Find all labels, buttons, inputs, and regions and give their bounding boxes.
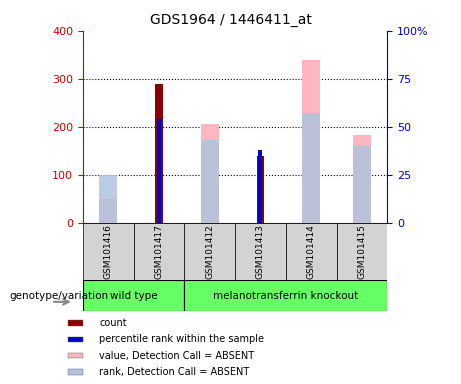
Text: GSM101416: GSM101416 bbox=[104, 224, 113, 279]
Bar bbox=[286, 223, 337, 280]
Bar bbox=[134, 223, 184, 280]
Text: GDS1964 / 1446411_at: GDS1964 / 1446411_at bbox=[149, 13, 312, 27]
Bar bbox=[68, 337, 83, 342]
Bar bbox=[302, 60, 320, 223]
Text: GSM101412: GSM101412 bbox=[205, 224, 214, 279]
Bar bbox=[184, 280, 387, 311]
Bar bbox=[68, 353, 83, 358]
Bar bbox=[337, 223, 387, 280]
Text: count: count bbox=[99, 318, 127, 328]
Text: GSM101415: GSM101415 bbox=[357, 224, 366, 279]
Bar bbox=[68, 369, 83, 375]
Bar bbox=[201, 124, 219, 223]
Bar bbox=[259, 150, 262, 223]
Bar bbox=[68, 320, 83, 326]
Bar bbox=[353, 146, 371, 223]
Bar bbox=[83, 223, 134, 280]
Bar bbox=[100, 199, 117, 223]
Bar bbox=[155, 84, 163, 223]
Text: GSM101413: GSM101413 bbox=[256, 224, 265, 279]
Text: wild type: wild type bbox=[110, 291, 158, 301]
Bar bbox=[184, 223, 235, 280]
Text: GSM101414: GSM101414 bbox=[307, 224, 316, 279]
Bar bbox=[157, 119, 161, 223]
Bar bbox=[257, 156, 264, 223]
Bar bbox=[235, 223, 286, 280]
Text: rank, Detection Call = ABSENT: rank, Detection Call = ABSENT bbox=[99, 367, 249, 377]
Text: GSM101417: GSM101417 bbox=[154, 224, 164, 279]
Text: value, Detection Call = ABSENT: value, Detection Call = ABSENT bbox=[99, 351, 254, 361]
Bar bbox=[83, 280, 184, 311]
Bar bbox=[201, 140, 219, 223]
Bar bbox=[100, 175, 117, 223]
Text: genotype/variation: genotype/variation bbox=[9, 291, 108, 301]
Bar bbox=[353, 135, 371, 223]
Text: percentile rank within the sample: percentile rank within the sample bbox=[99, 334, 264, 344]
Text: melanotransferrin knockout: melanotransferrin knockout bbox=[213, 291, 359, 301]
Bar bbox=[302, 113, 320, 223]
